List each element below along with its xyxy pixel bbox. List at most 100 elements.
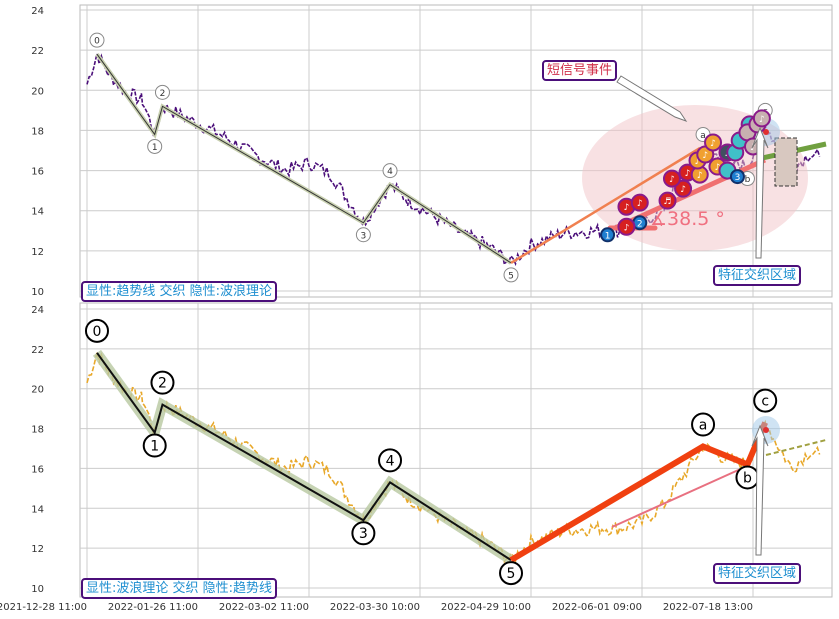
wave-marker-4 (378, 448, 403, 473)
y-tick-label: 10 (31, 584, 44, 595)
wave-marker-3 (351, 521, 376, 546)
signal-event-label: ♪ (685, 169, 691, 179)
y-tick-label: 12 (31, 247, 44, 258)
wave-line (96, 53, 512, 264)
trendline-upper (510, 146, 701, 264)
y-tick-label: 24 (31, 305, 44, 316)
signal-event-label: ♪ (702, 151, 708, 161)
signal-event-red (630, 193, 649, 212)
glow-dot (763, 129, 769, 135)
region-arrow-top (751, 126, 769, 259)
y-tick-label: 14 (31, 207, 44, 218)
signal-event-label: 1 (605, 231, 611, 241)
signal-event-label: ♪ (710, 139, 716, 149)
signal-event-red (617, 217, 636, 236)
wave-marker-5 (503, 267, 519, 283)
wave-label: 3 (361, 231, 367, 241)
wave-marker-0 (89, 32, 105, 48)
signal-event-label: ♪ (695, 157, 701, 167)
wave-label: 2 (160, 89, 166, 99)
wave-label: 4 (387, 167, 393, 177)
y-tick-label: 20 (31, 385, 44, 396)
wave-marker-2 (154, 84, 170, 100)
signal-event-orange (704, 133, 723, 152)
wave-label: b (745, 175, 751, 185)
region-arrow-bottom (751, 424, 769, 556)
x-tick-label: 2022-03-02 11:00 (219, 602, 309, 613)
signal-event-label: ♪ (715, 163, 721, 173)
wave-label: c (761, 394, 769, 410)
wave-label: a (699, 418, 708, 434)
signal-event-label: ♪ (624, 203, 630, 213)
signal-event-gray (752, 109, 771, 128)
signal-event-label: ♪ (624, 223, 630, 233)
wave-label: 1 (150, 439, 159, 455)
wave-label: 5 (507, 566, 516, 582)
y-tick-label: 20 (31, 86, 44, 97)
signal-event-red (662, 169, 681, 188)
glow-dot (763, 427, 769, 433)
y-tick-label: 14 (31, 504, 44, 515)
signal-event-blue (600, 227, 616, 243)
x-tick-label: 2022-06-01 09:00 (552, 602, 642, 613)
signal-event-label: ♪ (669, 175, 675, 185)
event-arrow (616, 75, 688, 122)
wave-marker-1 (142, 433, 167, 458)
signal-event-label: 3 (735, 173, 741, 183)
y-tick-label: 24 (31, 6, 44, 17)
y-tick-label: 18 (31, 126, 44, 137)
y-tick-label: 16 (31, 167, 44, 178)
region-label-top: 特征交织区域 (713, 265, 802, 286)
wave-label: a (700, 131, 706, 141)
signal-event-label: ♪ (637, 199, 643, 209)
x-tick-label: 2022-04-29 10:00 (441, 602, 531, 613)
trendline-olive (765, 439, 827, 456)
bottom-annotation-box: 显性:波浪理论 交织 隐性:趋势线 (81, 578, 278, 599)
signal-event-label: ♪ (697, 171, 703, 181)
signal-event-red (674, 179, 693, 198)
signal-event-label: 2 (637, 219, 643, 229)
wave-marker-5 (499, 561, 524, 586)
wave-marker-a (691, 412, 716, 437)
x-tick-label: 2022-03-30 10:00 (330, 602, 420, 613)
signal-event-label: ♪ (759, 115, 765, 125)
feature-box (774, 137, 798, 187)
angle-label: ∡38.5 ° (650, 208, 725, 230)
x-tick-label: 2021-12-28 11:00 (0, 602, 87, 613)
wave-label: 3 (359, 526, 368, 542)
event-label-box: 短信号事件 (542, 60, 618, 81)
wave-marker-2 (150, 370, 175, 395)
top-annotation-box: 显性:趋势线 交织 隐性:波浪理论 (81, 281, 278, 302)
x-tick-label: 2022-01-26 11:00 (108, 602, 198, 613)
signal-event-label: ♪ (680, 185, 686, 195)
region-label-bottom: 特征交织区域 (713, 563, 802, 584)
signal-event-blue (729, 169, 745, 185)
signal-event-label: ♬ (663, 197, 671, 207)
x-tick-label: 2022-07-18 13:00 (663, 602, 753, 613)
y-tick-label: 10 (31, 287, 44, 298)
y-tick-label: 16 (31, 464, 44, 475)
signal-event-label: ♪ (750, 143, 756, 153)
y-tick-label: 18 (31, 425, 44, 436)
wave-line (96, 352, 512, 561)
y-tick-label: 22 (31, 46, 44, 57)
wave-label: 4 (386, 453, 395, 469)
wave-marker-1 (147, 138, 163, 154)
wave-label: 5 (508, 271, 514, 281)
wave-label: 0 (93, 324, 102, 340)
correction-wave-line (509, 421, 768, 563)
y-tick-label: 22 (31, 345, 44, 356)
trendline-lower (611, 466, 746, 528)
wave-label: 2 (158, 376, 167, 392)
wave-marker-4 (382, 163, 398, 179)
wave-marker-c (753, 388, 778, 413)
wave-marker-3 (355, 227, 371, 243)
wave-marker-0 (84, 318, 109, 343)
y-tick-label: 12 (31, 544, 44, 555)
wave-label: 1 (152, 143, 158, 153)
wave-label: b (743, 470, 752, 486)
signal-event-red (658, 191, 677, 210)
wave-label: 0 (94, 37, 100, 47)
